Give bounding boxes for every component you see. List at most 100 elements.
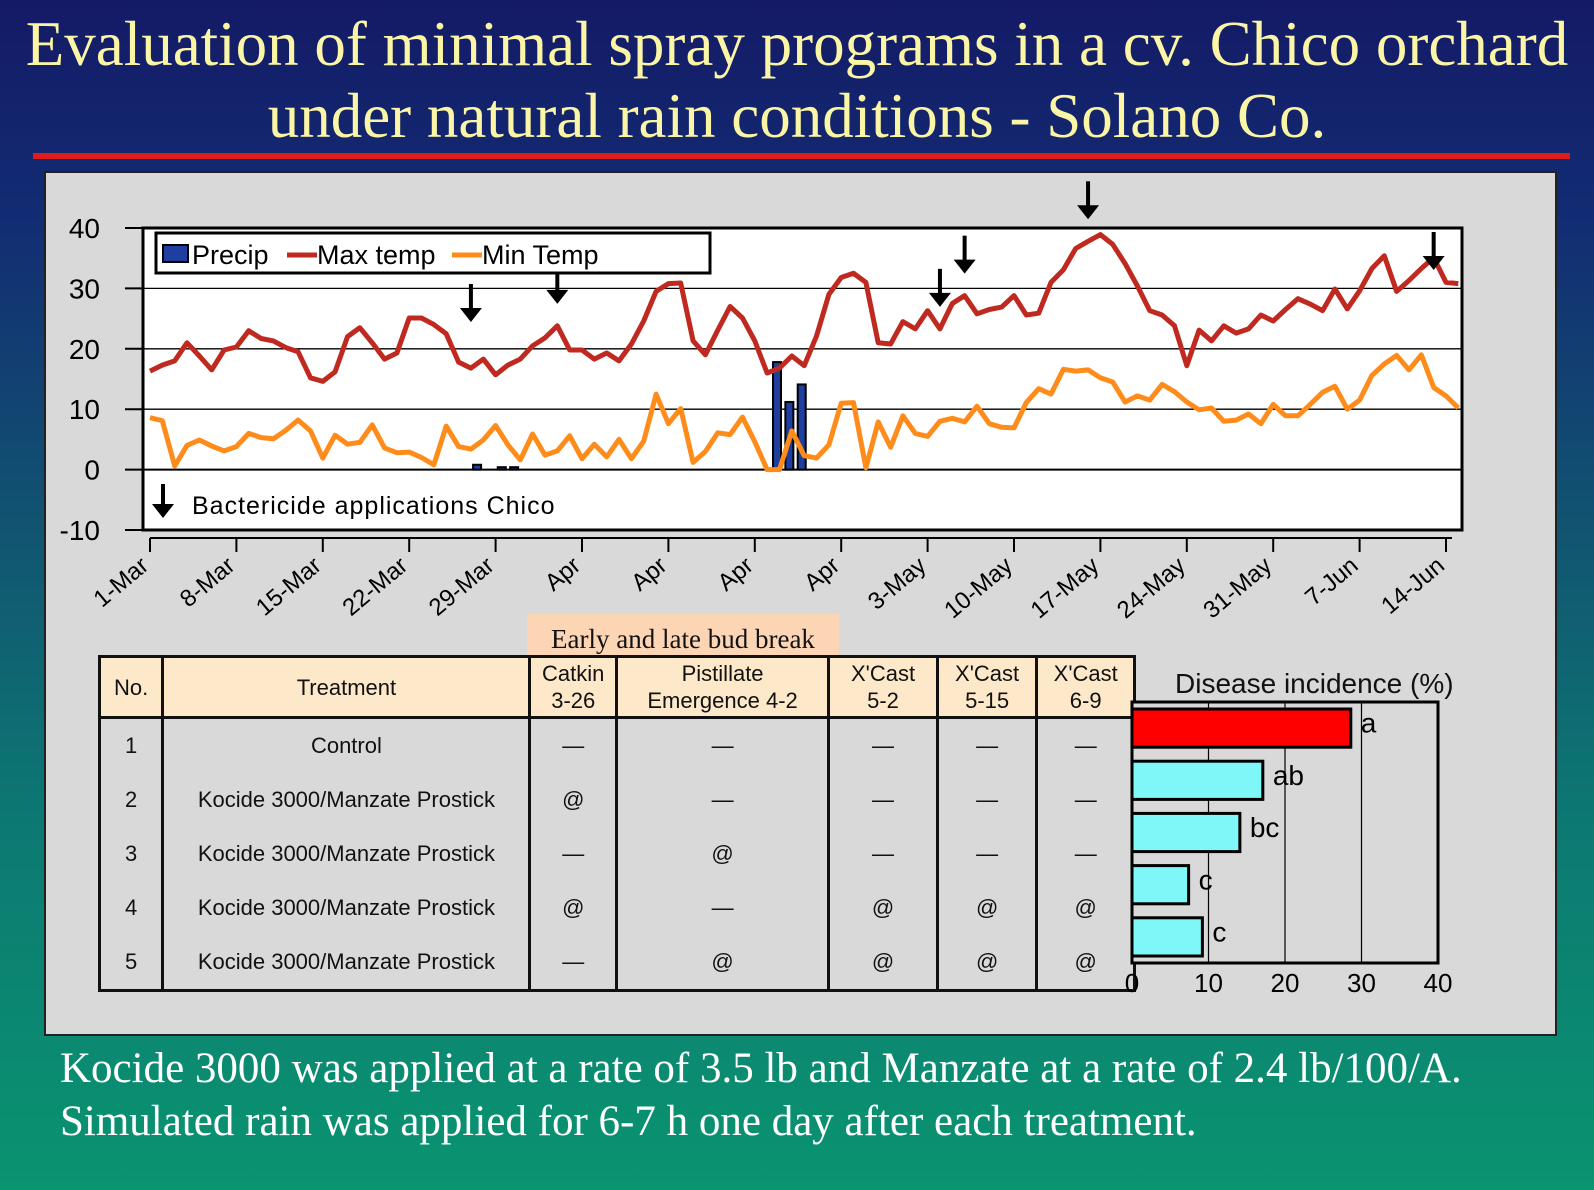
- x-tick-label: 8-Mar: [175, 552, 240, 613]
- cell-xcast-6-9: —: [1035, 773, 1136, 827]
- bactericide-arrows: [459, 181, 1445, 322]
- cell-xcast-5-15: @: [935, 935, 1039, 991]
- down-arrow-icon: [953, 259, 976, 274]
- title-line-1: Evaluation of minimal spray programs in …: [25, 9, 1569, 79]
- cell-no: 1: [97, 717, 165, 773]
- cell-pistillate: —: [614, 881, 831, 935]
- x-tick-label: 10-May: [939, 552, 1018, 624]
- y-tick-label: 40: [69, 213, 100, 244]
- cell-catkin: —: [528, 827, 618, 881]
- x-tick-label: 29-Mar: [424, 552, 500, 622]
- y-tick-label: 10: [69, 394, 100, 425]
- cell-xcast-5-2: @: [827, 881, 939, 935]
- table-row: 1 Control — — — — —: [97, 717, 1136, 773]
- footer-line-1: Kocide 3000 was applied at a rate of 3.5…: [60, 1045, 1462, 1092]
- table-header-row: No. Treatment Catkin 3-26 Pistillate Emerg…: [97, 656, 1136, 719]
- title-underline: [33, 153, 1570, 159]
- cell-no: 5: [97, 935, 165, 991]
- precip-bar: [509, 466, 520, 471]
- down-arrow-icon: [459, 308, 482, 322]
- x-tick-label: 1-Mar: [88, 552, 153, 613]
- temp-lines: [148, 232, 1461, 473]
- header-no: No.: [97, 656, 165, 719]
- x-tick-label: 15-Mar: [251, 552, 327, 622]
- down-arrow-icon: [546, 289, 569, 304]
- cell-treatment: Kocide 3000/Manzate Prostick: [161, 881, 532, 935]
- cell-xcast-6-9: @: [1035, 935, 1136, 991]
- cell-catkin: @: [528, 881, 618, 935]
- max-temp-line: [148, 232, 1459, 384]
- cell-xcast-5-15: —: [935, 773, 1039, 827]
- legend-label-precip: Precip: [192, 240, 269, 270]
- down-arrow-icon: [1422, 256, 1445, 270]
- x-tick-label: 17-May: [1026, 552, 1105, 624]
- table-row: 5 Kocide 3000/Manzate Prostick — @ @ @ @: [97, 935, 1136, 991]
- precip-bar: [772, 361, 783, 471]
- disease-incidence-title: Disease incidence (%): [1175, 668, 1454, 699]
- x-tick-label: 22-Mar: [337, 552, 413, 622]
- cell-xcast-6-9: —: [1035, 827, 1136, 881]
- cell-no: 3: [97, 827, 165, 881]
- plot-area: [141, 226, 1464, 532]
- cell-no: 2: [97, 773, 165, 827]
- min-temp-line: [149, 352, 1461, 473]
- treatment-table: No. Treatment Catkin 3-26 Pistillate Emerg…: [97, 655, 1136, 992]
- precip-bar: [496, 466, 507, 471]
- x-tick-label: Apr: [540, 552, 586, 597]
- y-tick-label: 20: [69, 334, 100, 365]
- cell-pistillate: @: [614, 935, 831, 991]
- cell-xcast-5-15: @: [935, 881, 1039, 935]
- cell-catkin: —: [528, 935, 618, 991]
- cell-catkin: —: [528, 717, 618, 773]
- x-tick-label: Apr: [626, 552, 672, 597]
- cell-xcast-5-2: @: [827, 935, 939, 991]
- weather-chart: 40 30 20 10 0 -10 1-Mar 8-Mar 15-Mar 22-Mar 29-Mar…: [60, 181, 1464, 624]
- precip-bar: [472, 463, 483, 471]
- cell-xcast-5-15: —: [935, 717, 1039, 773]
- x-tick-label: 24-May: [1112, 552, 1191, 624]
- cell-treatment: Kocide 3000/Manzate Prostick: [161, 773, 532, 827]
- x-tick-label: Apr: [799, 552, 845, 597]
- legend-label-min-temp: Min Temp: [482, 240, 599, 270]
- table-row: 2 Kocide 3000/Manzate Prostick @ — — — —: [97, 773, 1136, 827]
- footer-line-2: Simulated rain was applied for 6-7 h one…: [60, 1098, 1197, 1145]
- cell-xcast-6-9: @: [1035, 881, 1136, 935]
- legend-swatch-precip: [162, 244, 189, 263]
- table-row: 4 Kocide 3000/Manzate Prostick @ — @ @ @: [97, 881, 1136, 935]
- x-tick-label: 14-Jun: [1376, 552, 1450, 620]
- bactericide-legend: Bactericide applications Chico: [152, 484, 556, 520]
- y-tick-label: -10: [60, 515, 100, 546]
- cell-pistillate: —: [614, 773, 831, 827]
- slide-title: Evaluation of minimal spray programs in …: [0, 8, 1594, 152]
- cell-xcast-5-2: —: [827, 773, 939, 827]
- cell-xcast-6-9: —: [1035, 717, 1136, 773]
- cell-pistillate: @: [614, 827, 831, 881]
- legend-box: Precip Max temp Min Temp: [154, 231, 712, 275]
- x-tick-label: 3-May: [863, 552, 931, 616]
- cell-xcast-5-2: —: [827, 717, 939, 773]
- cell-catkin: @: [528, 773, 618, 827]
- x-tick-label: Apr: [713, 552, 759, 597]
- y-tick-label: 30: [69, 273, 100, 304]
- down-arrow-icon: [928, 292, 951, 307]
- cell-xcast-5-15: —: [935, 827, 1039, 881]
- down-arrow-icon: [1077, 205, 1100, 220]
- header-xcast-6-9: X'Cast 6-9: [1035, 656, 1136, 719]
- bactericide-label: Bactericide applications Chico: [192, 492, 556, 520]
- header-pistillate: Pistillate Emergence 4-2: [614, 656, 831, 719]
- header-treatment: Treatment: [161, 656, 532, 719]
- y-tick-label: 0: [84, 455, 100, 486]
- cell-no: 4: [97, 881, 165, 935]
- header-catkin: Catkin 3-26: [528, 656, 618, 719]
- cell-treatment: Kocide 3000/Manzate Prostick: [161, 935, 532, 991]
- cell-xcast-5-2: —: [827, 827, 939, 881]
- table-row: 3 Kocide 3000/Manzate Prostick — @ — — —: [97, 827, 1136, 881]
- cell-treatment: Control: [161, 717, 532, 773]
- down-arrow-icon: [152, 504, 174, 518]
- cell-pistillate: —: [614, 717, 831, 773]
- weather-grid: [141, 226, 1464, 532]
- x-tick-label: 31-May: [1198, 552, 1277, 624]
- header-xcast-5-2: X'Cast 5-2: [827, 656, 939, 719]
- header-xcast-5-15: X'Cast 5-15: [935, 656, 1039, 719]
- x-tick-label: 7-Jun: [1300, 552, 1363, 611]
